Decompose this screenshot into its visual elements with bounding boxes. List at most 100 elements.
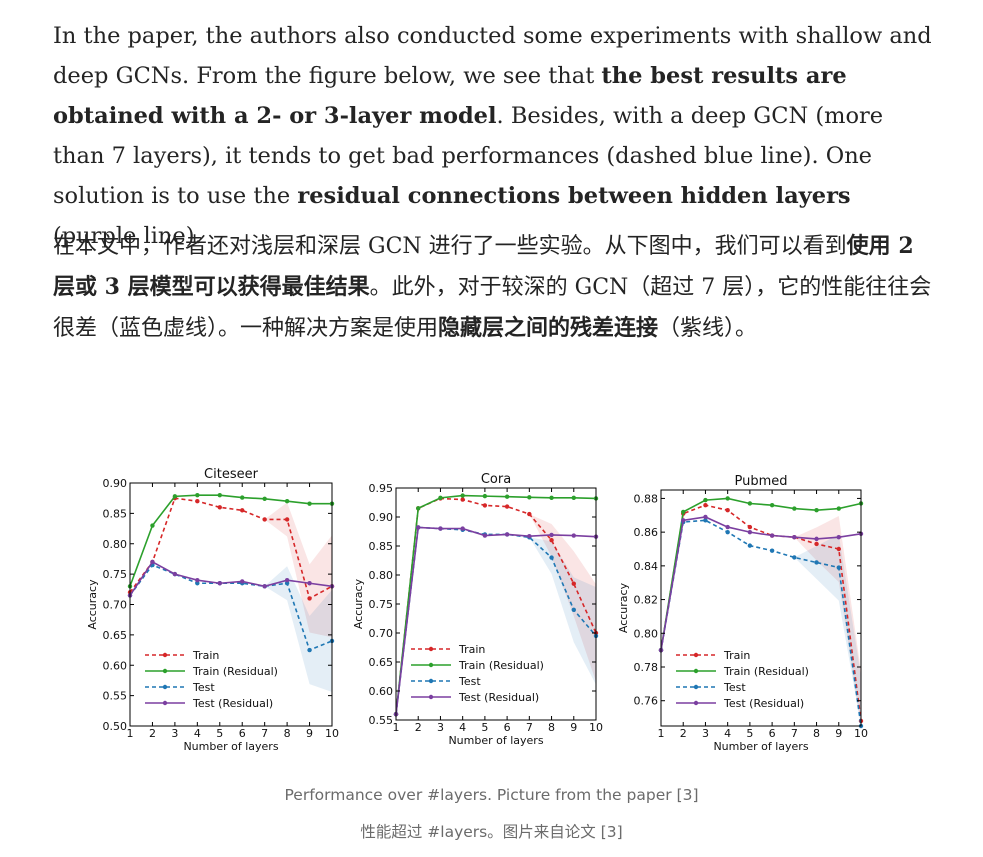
chart-panel-citeseer: 0.50 0.55 0.60 0.65 0.70 0.75 0.80 0.85 0.90 1 2 3 4… [86, 467, 339, 753]
data-point-train [571, 581, 576, 586]
confidence-band-test [529, 537, 596, 685]
y-tick-label: 0.84 [634, 560, 659, 573]
data-point-train-residual [438, 495, 443, 501]
x-tick-label: 3 [437, 721, 444, 734]
data-point-test [571, 607, 576, 612]
legend-marker-test [162, 684, 168, 690]
data-point-train-residual [703, 497, 708, 503]
legend-marker-test [693, 684, 699, 690]
x-tick-label: 8 [813, 727, 820, 740]
data-point-train-residual [836, 506, 841, 511]
data-point-train [527, 511, 532, 517]
x-tick-label: 3 [171, 727, 178, 740]
legend-label: Test [192, 681, 215, 694]
legend-marker-test [428, 678, 434, 684]
series-line-test-residual [660, 516, 862, 651]
x-tick-label: 1 [393, 721, 400, 734]
confidence-band-test [264, 566, 332, 692]
text-segment: 。此外，对于较深的 GCN（超过 7 层），它的性能往往会很差（蓝色虚线）。一种… [53, 275, 932, 341]
data-point-test-residual [240, 579, 245, 584]
legend-label: Train (Residual) [458, 659, 544, 672]
x-tick-label: 7 [261, 727, 268, 740]
data-point-test-residual [792, 535, 797, 540]
confidence-band-train [264, 502, 332, 638]
x-axis-label: Number of layers [183, 740, 278, 753]
article-paragraph-en: In the paper, the authors also conducted… [53, 16, 933, 256]
bold-segment: 隐藏层之间的残差连接 [438, 315, 659, 341]
series-line-test-residual [129, 560, 333, 596]
x-tick-label: 4 [194, 727, 201, 740]
x-tick-label: 7 [526, 721, 533, 734]
data-point-test [836, 565, 841, 570]
x-tick-label: 7 [791, 727, 798, 740]
series-line-test [129, 564, 333, 652]
chart-panel-cora: 0.55 0.60 0.65 0.70 0.75 0.80 0.85 0.90 0.95 1 2 3 4… [352, 472, 603, 747]
y-tick-label: 0.85 [369, 540, 394, 553]
legend-label: Train (Residual) [192, 665, 278, 678]
chart-title: Citeseer [204, 467, 259, 482]
legend-label: Train [458, 643, 485, 656]
x-tick-label: 5 [216, 727, 223, 740]
y-tick-label: 0.55 [369, 714, 394, 727]
x-tick-label: 8 [548, 721, 555, 734]
series-line-train [660, 504, 862, 722]
data-point-test-residual [527, 533, 532, 539]
legend-label: Train [723, 649, 750, 662]
legend-marker-train [693, 652, 699, 658]
data-point-train-residual [725, 496, 730, 501]
data-point-train-residual [482, 493, 488, 499]
x-tick-label: 10 [854, 727, 868, 740]
legend-marker-train [162, 652, 168, 658]
figure-caption-en: Performance over #layers. Picture from t… [284, 786, 699, 804]
x-tick-label: 6 [239, 727, 246, 740]
legend-marker-train-residual [693, 668, 699, 674]
data-point-train [460, 497, 465, 502]
y-tick-label: 0.86 [634, 526, 659, 539]
data-point-train-residual [262, 496, 267, 501]
series-line-train-residual [660, 497, 862, 651]
text-segment: In the paper, the authors also conducted… [53, 23, 932, 89]
legend-label: Train (Residual) [723, 665, 809, 678]
y-tick-label: 0.82 [634, 594, 659, 607]
data-point-train [747, 524, 753, 530]
x-tick-label: 5 [746, 727, 753, 740]
data-point-test [703, 518, 708, 523]
y-tick-label: 0.78 [634, 661, 659, 674]
legend-marker-test-residual [162, 700, 168, 706]
data-point-test-residual [195, 578, 200, 583]
data-point-test [725, 529, 730, 535]
x-tick-label: 1 [658, 727, 665, 740]
data-point-train [262, 517, 267, 522]
y-axis-label: Accuracy [352, 578, 365, 629]
y-tick-label: 0.70 [369, 627, 394, 640]
bold-segment: 使用 2 层或 3 层模型可以获得最佳结果 [53, 233, 914, 300]
data-point-train-residual [172, 494, 178, 499]
data-point-test [307, 647, 312, 653]
x-tick-label: 10 [325, 727, 339, 740]
bold-segment: the best results are obtained with a 2- … [53, 63, 847, 129]
data-point-test-residual [172, 571, 178, 577]
data-point-test [747, 543, 753, 548]
y-axis-label: Accuracy [86, 579, 99, 630]
data-point-train-residual [240, 495, 245, 500]
figure-caption-zh: 性能超过 #layers。图片来自论文 [3] [360, 823, 623, 841]
data-point-train-residual [504, 494, 510, 499]
data-point-train-residual [747, 501, 753, 506]
data-point-test-residual [438, 526, 443, 531]
series-line-train-residual [129, 494, 332, 587]
bold-segment: residual connections between hidden laye… [297, 183, 851, 209]
x-tick-label: 4 [459, 721, 466, 734]
y-tick-label: 0.90 [369, 511, 394, 524]
series-line-train-residual [395, 494, 597, 715]
y-tick-label: 0.70 [103, 599, 128, 612]
x-tick-label: 10 [589, 721, 603, 734]
data-point-train [284, 517, 290, 522]
data-point-train-residual [195, 492, 200, 498]
x-tick-label: 9 [835, 727, 842, 740]
data-point-train-residual [416, 506, 421, 511]
y-tick-label: 0.80 [103, 538, 128, 551]
data-point-test-residual [814, 536, 819, 542]
data-point-test-residual [747, 529, 753, 535]
data-point-train-residual [527, 495, 532, 500]
x-axis-label: Number of layers [713, 740, 808, 753]
